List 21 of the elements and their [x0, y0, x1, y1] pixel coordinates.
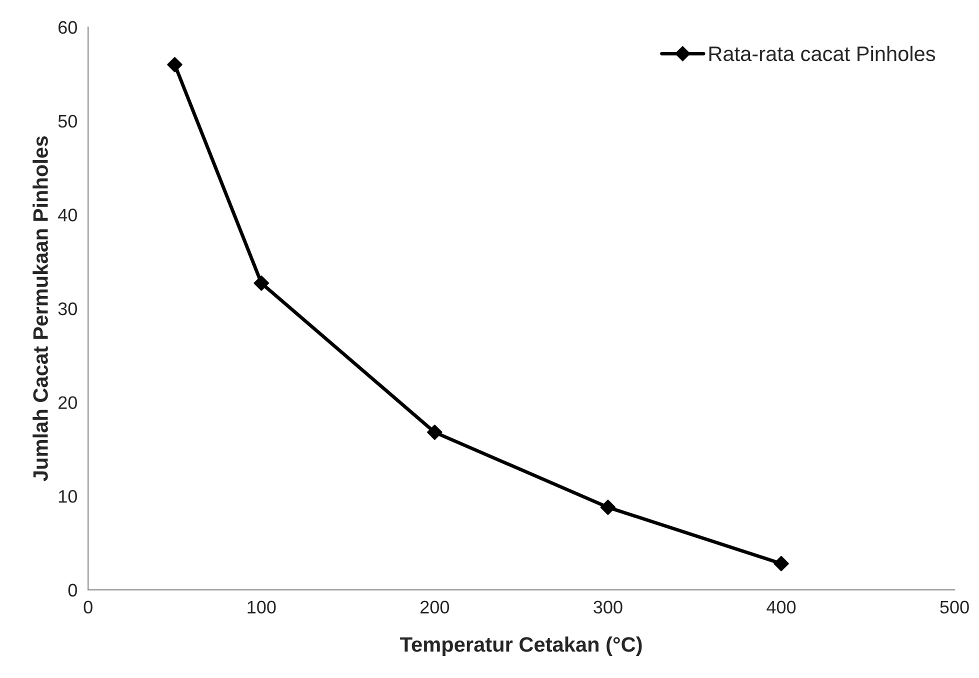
y-tick-label: 40	[58, 208, 77, 222]
point	[167, 56, 182, 72]
y-tick-label: 60	[58, 21, 77, 34]
y-tick-label: 10	[58, 490, 77, 503]
x-tick-label: 300	[594, 600, 622, 614]
point	[254, 276, 270, 291]
point	[427, 424, 442, 440]
x-axis-title: Temperatur Cetakan (°C)	[400, 636, 642, 656]
x-tick-label: 500	[940, 600, 969, 614]
y-axis-title: Jumlah Cacat Permukaan Pinholes	[32, 136, 48, 482]
legend-label: Rata-rata cacat Pinholes	[709, 46, 936, 62]
y-tick-label: 50	[58, 114, 77, 128]
x-tick-label: 400	[766, 600, 796, 614]
x-tick-label: 0	[84, 600, 92, 614]
point	[600, 500, 616, 515]
x-tick-label: 200	[420, 600, 450, 614]
y-tick-label: 0	[68, 584, 77, 597]
x-tick-label: 100	[248, 600, 276, 614]
y-tick-label: 30	[58, 302, 77, 316]
point	[774, 556, 789, 572]
y-tick-label: 20	[58, 396, 77, 409]
